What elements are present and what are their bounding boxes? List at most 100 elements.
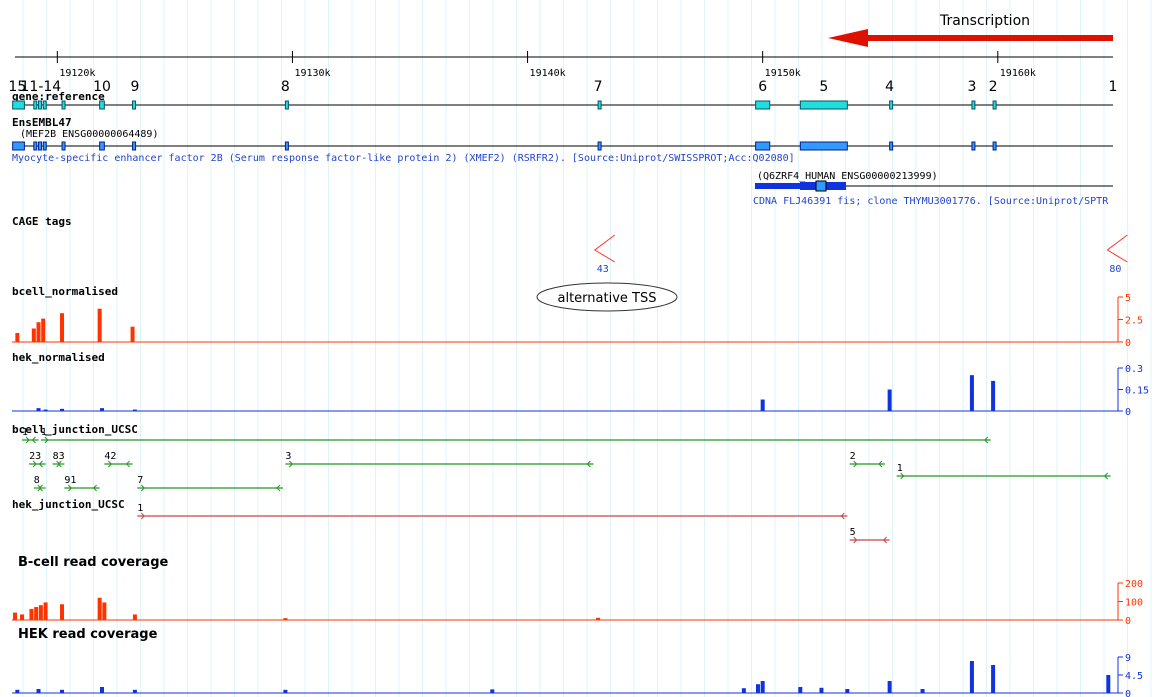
ruler-label: 19150k: [765, 68, 801, 79]
gene-desc: CDNA FLJ46391 fis; clone THYMU3001776. […: [753, 196, 1109, 207]
transcription-label: Transcription: [939, 13, 1030, 29]
track-label: B-cell read coverage: [18, 555, 169, 570]
junction-arrow: [37, 484, 42, 492]
scale-label: 0: [1125, 689, 1131, 697]
junction-arrow: [276, 484, 281, 492]
exon-label: 8: [281, 79, 290, 95]
bar: [760, 681, 765, 693]
scale-label: 5: [1125, 293, 1131, 304]
bar: [845, 689, 850, 693]
exon-box: [755, 100, 771, 110]
bar: [596, 617, 601, 620]
exon-label: 15: [8, 79, 26, 95]
junction-count: 2: [850, 451, 856, 462]
cage-count: 80: [1109, 264, 1121, 275]
bar: [490, 689, 495, 693]
bar: [920, 689, 925, 693]
exon-box: [889, 141, 894, 151]
scale-label: 0: [1125, 407, 1131, 418]
exon-box: [38, 141, 43, 151]
junction-arrow: [140, 512, 145, 520]
junction-arrow: [38, 484, 43, 492]
transcription-arrow: [828, 29, 1113, 47]
bar: [760, 399, 765, 411]
bar: [60, 313, 65, 342]
exon-box: [284, 141, 289, 151]
exon-box: [12, 141, 25, 151]
junction-arrow: [68, 484, 73, 492]
exon-box: [132, 100, 137, 110]
bar: [283, 618, 288, 620]
bar: [36, 689, 41, 693]
cage-count: 43: [597, 264, 609, 275]
junction-arrow: [92, 484, 97, 492]
scale-label: 200: [1125, 579, 1143, 590]
scale-label: 0.15: [1125, 386, 1149, 397]
bar: [969, 661, 974, 693]
exon-box: [99, 141, 105, 151]
gene-desc: Myocyte-specific enhancer factor 2B (Ser…: [12, 153, 795, 164]
gene-name: (Q6ZRF4_HUMAN ENSG00000213999): [757, 171, 938, 182]
junction-arrow: [38, 460, 43, 468]
junction-arrow: [984, 436, 989, 444]
junction-count: 8: [34, 475, 40, 486]
junction-arrow: [25, 436, 30, 444]
junction-count: 42: [104, 451, 116, 462]
exon-box: [99, 100, 105, 110]
bar: [38, 605, 43, 620]
junction-count: 5: [850, 527, 856, 538]
bar: [60, 689, 65, 693]
junction-arrow: [882, 536, 887, 544]
junction-arrow: [57, 460, 62, 468]
exon-box: [42, 141, 47, 151]
junction-count: 91: [64, 475, 76, 486]
bar: [20, 614, 25, 620]
scale-label: 2.5: [1125, 316, 1143, 327]
bar: [15, 689, 20, 693]
exon-box: [889, 100, 894, 110]
bar: [31, 328, 36, 342]
junction-count: 1: [41, 427, 47, 438]
ruler-label: 19120k: [59, 68, 95, 79]
bar: [97, 597, 102, 620]
bar: [991, 665, 996, 693]
bar: [819, 687, 824, 693]
junction-arrow: [853, 460, 858, 468]
bar: [15, 333, 20, 342]
track-label: bcell_junction_UCSC: [12, 423, 138, 436]
exon-box: [799, 141, 848, 151]
bar: [41, 318, 46, 342]
bar: [34, 607, 39, 620]
exon-label: 10: [93, 79, 111, 95]
bar: [43, 602, 48, 620]
track-label: gene:reference: [12, 90, 105, 103]
track-label: EnsEMBL47: [12, 116, 72, 129]
track-label: bcell_normalised: [12, 285, 118, 298]
bar: [60, 604, 65, 620]
scale-label: 0.3: [1125, 364, 1143, 375]
junction-arrow: [878, 460, 883, 468]
bar: [29, 608, 34, 620]
junction-arrow: [586, 460, 591, 468]
exon-box: [42, 100, 47, 110]
exon-box: [992, 141, 997, 151]
junction-count: 7: [137, 475, 143, 486]
bar: [99, 408, 104, 411]
gene-exon: [755, 183, 800, 189]
exon-box: [132, 141, 137, 151]
bar: [969, 375, 974, 411]
exon-box: [799, 100, 848, 110]
track-label: HEK read coverage: [18, 627, 158, 642]
exon-box: [12, 100, 25, 110]
bar: [741, 688, 746, 693]
junction-arrow: [289, 460, 294, 468]
exon-label: 4: [885, 79, 894, 95]
ruler-label: 19140k: [530, 68, 566, 79]
exon-label: 1: [1109, 79, 1118, 95]
junction-arrow: [56, 460, 61, 468]
exon-box: [992, 100, 997, 110]
bar: [887, 681, 892, 693]
bar: [991, 380, 996, 411]
exon-box: [61, 100, 66, 110]
